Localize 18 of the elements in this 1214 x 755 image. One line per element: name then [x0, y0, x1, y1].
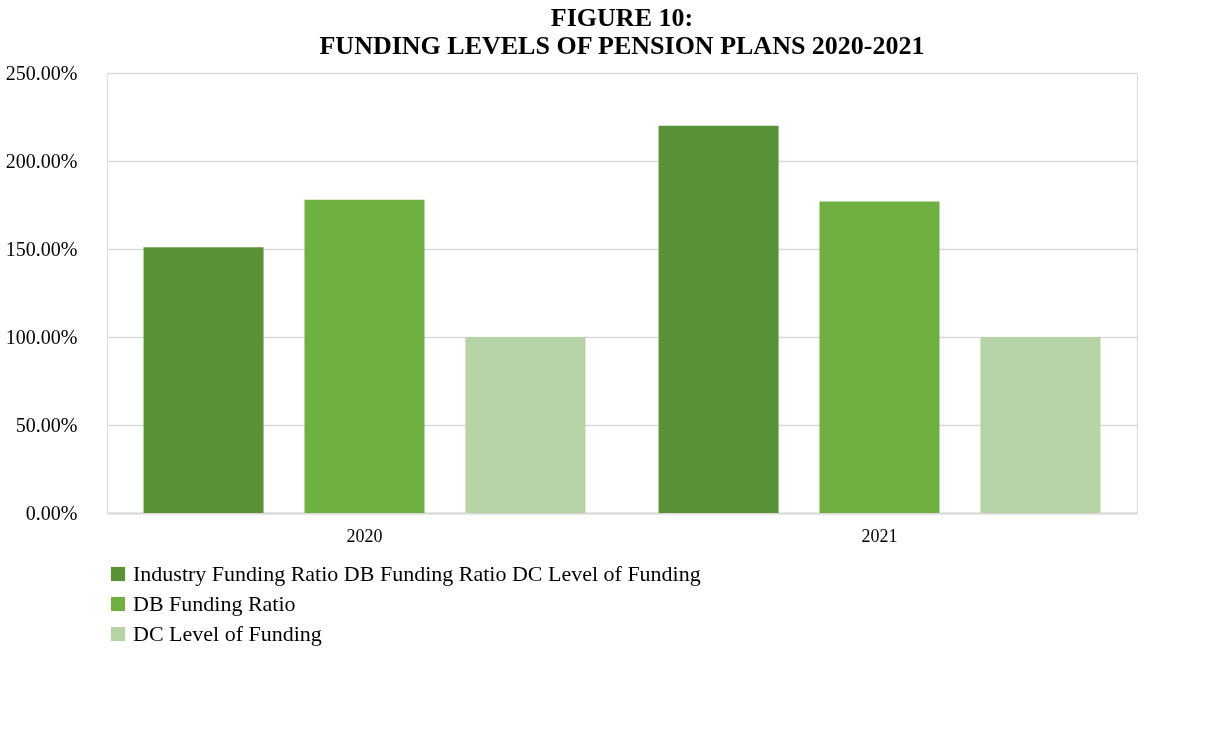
bar [658, 125, 779, 513]
chart-title: FIGURE 10: FUNDING LEVELS OF PENSION PLANS 2020-2021 [319, 3, 925, 60]
bar [143, 247, 264, 513]
legend-label: DC Level of Funding [133, 621, 322, 646]
bar [819, 201, 940, 513]
y-tick-label: 100.00% [5, 325, 78, 348]
y-tick-label: 200.00% [5, 149, 78, 172]
bar [304, 199, 425, 513]
x-tick-label: 2021 [861, 525, 898, 546]
legend-label: DB Funding Ratio [133, 591, 296, 616]
bar [465, 337, 586, 513]
legend-label: Industry Funding Ratio DB Funding Ratio DC Level of Funding [133, 561, 701, 586]
y-tick-label: 250.00% [5, 61, 78, 84]
y-tick-label: 0.00% [25, 501, 78, 524]
y-tick-label: 150.00% [5, 237, 78, 260]
x-tick-label: 2020 [346, 525, 383, 546]
y-tick-label: 50.00% [15, 413, 78, 436]
bar [980, 337, 1101, 513]
